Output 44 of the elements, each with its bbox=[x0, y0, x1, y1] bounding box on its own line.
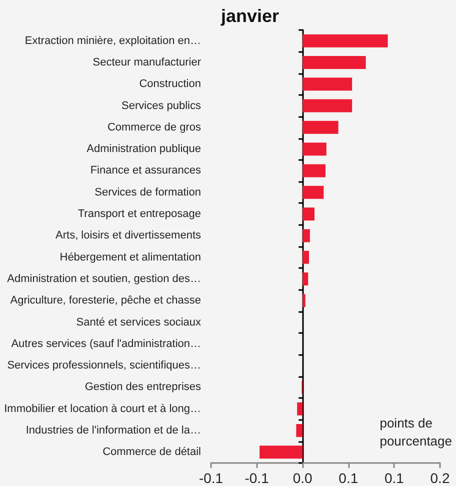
y-tick-label: Transport et entreposage bbox=[78, 208, 201, 220]
y-tick-label: Industries de l'information et de la… bbox=[26, 424, 201, 437]
y-tick-label: Construction bbox=[139, 78, 201, 90]
bar bbox=[302, 164, 326, 178]
annotation: points de pourcentage bbox=[380, 416, 452, 448]
x-tick-label: 0.1 bbox=[338, 470, 358, 486]
y-tick-label: Administration publique bbox=[86, 143, 201, 156]
y-tick-label: Arts, loisirs et divertissements bbox=[56, 230, 202, 242]
x-tick-label: -0.1 bbox=[244, 470, 270, 486]
y-tick-label: Finance et assurances bbox=[90, 164, 202, 177]
y-tick-label: Services professionnels, scientifiques… bbox=[7, 360, 201, 372]
y-tick-label: Services publics bbox=[122, 100, 202, 112]
bar bbox=[302, 250, 310, 264]
y-tick-label: Extraction minière, exploitation en… bbox=[24, 34, 201, 47]
y-tick-label: Commerce de détail bbox=[102, 446, 201, 458]
x-tick-label: 0.0 bbox=[292, 470, 313, 486]
bar bbox=[260, 446, 303, 459]
x-tick-label: 0.2 bbox=[430, 470, 450, 486]
y-tick-label: Agriculture, foresterie, pêche et chasse bbox=[10, 294, 201, 307]
y-tick-label: Autres services (sauf l'administration… bbox=[11, 338, 201, 350]
y-tick-label: Hébergement et alimentation bbox=[60, 251, 201, 264]
bar bbox=[302, 272, 308, 286]
y-tick-label: Services de formation bbox=[94, 186, 201, 198]
y-tick-label: Commerce de gros bbox=[107, 121, 202, 134]
bar bbox=[302, 208, 315, 221]
x-tick-label: -0.1 bbox=[198, 470, 224, 486]
y-tick-label: Gestion des entreprises bbox=[84, 381, 202, 394]
y-tick-label: Administration et soutien, gestion des… bbox=[7, 272, 201, 285]
x-tick-label: 0.1 bbox=[384, 470, 404, 486]
bar bbox=[302, 78, 352, 91]
y-tick-label: Immobilier et location à court et à long… bbox=[4, 402, 201, 415]
chart-title: janvier bbox=[220, 6, 280, 26]
bar bbox=[302, 99, 352, 112]
bar bbox=[302, 120, 338, 134]
y-tick-label: Secteur manufacturier bbox=[92, 56, 202, 68]
bar bbox=[302, 229, 310, 242]
bar bbox=[302, 142, 326, 156]
bar bbox=[302, 294, 306, 308]
bar bbox=[302, 56, 366, 69]
bar bbox=[296, 424, 303, 438]
bar bbox=[297, 402, 303, 416]
bar bbox=[302, 186, 324, 199]
y-tick-label: Santé et services sociaux bbox=[76, 316, 202, 328]
bar bbox=[302, 34, 388, 48]
